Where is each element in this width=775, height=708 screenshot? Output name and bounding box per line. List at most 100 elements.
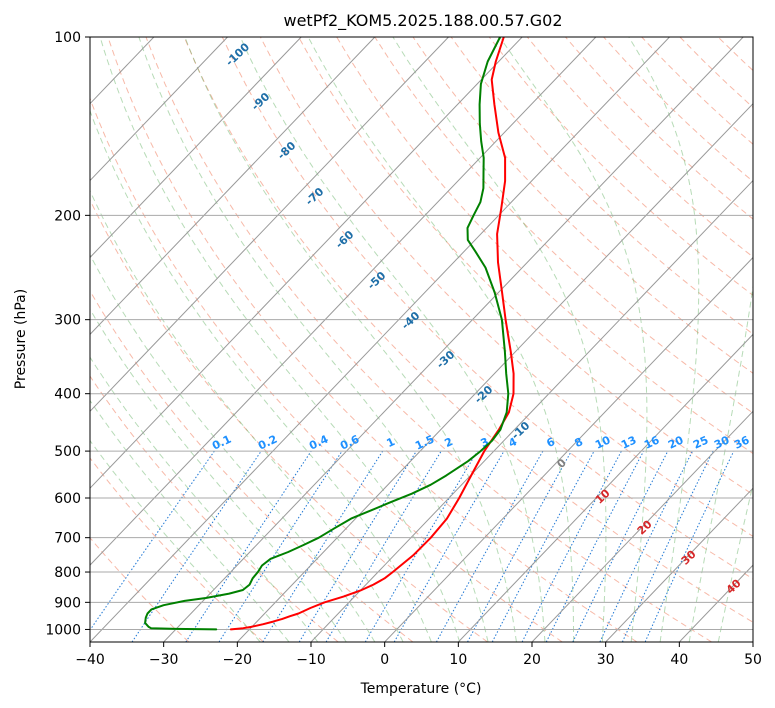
mixing-ratio-label: 13 <box>619 433 638 451</box>
chart-title: wetPf2_KOM5.2025.188.00.57.G02 <box>283 11 562 31</box>
y-axis-ticks: 100 200 300 400 500 600 700 800 900 1000 <box>45 30 90 638</box>
moist-adiabat <box>90 253 376 642</box>
dry-adiabat <box>90 457 264 642</box>
mixing-ratio-line <box>572 450 669 642</box>
dry-adiabat <box>259 37 753 537</box>
isotherm-label: -40 <box>399 309 423 332</box>
y-tick-label: 200 <box>54 208 81 224</box>
y-tick-label: 100 <box>54 30 81 46</box>
dry-adiabat <box>90 96 563 642</box>
isotherm <box>310 179 753 642</box>
dewpoint-line <box>144 37 510 631</box>
x-tick-label: 50 <box>744 652 762 668</box>
y-tick-label: 700 <box>54 531 81 547</box>
isotherm <box>236 102 753 642</box>
isotherm <box>457 333 753 642</box>
x-tick-label: −40 <box>75 652 105 668</box>
x-tick-label: −10 <box>296 652 326 668</box>
moist-adiabat <box>90 439 261 642</box>
y-tick-label: 800 <box>54 565 81 581</box>
moist-adiabat <box>90 189 404 642</box>
isotherm-label: -20 <box>472 383 496 406</box>
mixing-ratio-line <box>467 450 572 642</box>
mixing-ratio-label: 30 <box>712 433 732 451</box>
isotherm-label: -90 <box>249 90 273 113</box>
plot-frame <box>89 36 754 643</box>
isotherm-label: 10 <box>593 486 613 506</box>
mixing-ratio-lines <box>90 450 735 642</box>
y-tick-label: 600 <box>54 491 81 507</box>
mixing-ratio-line <box>298 450 417 642</box>
isotherm-label: 30 <box>679 547 699 567</box>
mixing-ratio-line <box>599 450 693 642</box>
mixing-ratio-line <box>325 450 442 642</box>
x-tick-label: 20 <box>523 652 541 668</box>
isotherm-label: -30 <box>434 348 458 371</box>
isotherm-label: -80 <box>275 139 299 162</box>
isotherm <box>678 564 753 642</box>
isotherm-label: 40 <box>724 576 744 596</box>
dry-adiabat <box>488 37 753 296</box>
moist-adiabat <box>184 37 517 642</box>
y-tick-label: 1000 <box>45 622 81 638</box>
y-tick-label: 300 <box>54 313 81 329</box>
y-tick-label: 500 <box>54 444 81 460</box>
moist-adiabat <box>90 356 319 642</box>
isotherms <box>90 37 753 642</box>
mixing-ratio-line <box>90 450 215 631</box>
mixing-ratio-label: 25 <box>691 433 710 451</box>
y-tick-label: 400 <box>54 387 81 403</box>
isotherm <box>90 37 302 259</box>
moist-adiabat <box>99 37 461 642</box>
isotherm-label: 0 <box>554 456 569 471</box>
mixing-ratio-line <box>545 450 645 642</box>
mixing-ratio-label: 1.5 <box>413 433 436 453</box>
temperature-line <box>229 37 515 631</box>
moist-adiabat <box>688 282 753 642</box>
mixing-ratio-line <box>621 450 714 642</box>
mixing-ratio-label: 8 <box>573 435 585 450</box>
y-axis-label: Pressure (hPa) <box>13 289 29 389</box>
mixing-ratio-label: 0.6 <box>338 432 361 452</box>
profile-series <box>144 37 515 631</box>
dry-adiabat <box>717 37 753 72</box>
moist-adiabat <box>392 37 607 642</box>
moist-adiabat <box>499 37 648 642</box>
mixing-ratio-label: 36 <box>732 433 752 451</box>
isotherm <box>752 641 753 642</box>
mixing-ratio-line <box>262 450 384 642</box>
isotherm <box>90 37 228 182</box>
dry-adiabat <box>450 37 753 335</box>
x-tick-label: −30 <box>149 652 179 668</box>
dry-adiabat <box>756 37 775 642</box>
isotherm-label: -70 <box>303 185 327 208</box>
isotherm <box>531 410 753 642</box>
dry-adiabat <box>221 37 753 580</box>
moist-adiabat <box>90 109 432 642</box>
dry-adiabat <box>90 198 488 642</box>
dry-adiabat <box>412 37 753 374</box>
isotherm <box>90 37 376 336</box>
x-tick-label: 0 <box>380 652 389 668</box>
x-tick-label: 40 <box>670 652 688 668</box>
moist-adiabats <box>90 37 753 642</box>
dry-adiabat <box>679 37 753 108</box>
isotherm <box>384 256 753 642</box>
dry-adiabat <box>641 37 753 145</box>
dry-adiabat <box>183 37 753 623</box>
x-tick-label: 30 <box>597 652 615 668</box>
moist-adiabat <box>138 37 489 642</box>
isotherm <box>90 37 523 489</box>
mixing-ratio-label: 20 <box>666 433 686 451</box>
mixing-ratio-line <box>435 450 544 642</box>
dry-adiabat <box>298 37 753 496</box>
moist-adiabat <box>628 37 700 642</box>
mixing-ratio-line <box>644 450 735 642</box>
isotherm-label: -50 <box>365 269 389 292</box>
mixing-ratio-line <box>131 450 262 642</box>
mixing-ratio-label: 1 <box>385 435 397 450</box>
mixing-ratio-line <box>218 450 343 642</box>
dry-adiabat <box>374 37 753 414</box>
mixing-ratio-line <box>185 450 312 642</box>
